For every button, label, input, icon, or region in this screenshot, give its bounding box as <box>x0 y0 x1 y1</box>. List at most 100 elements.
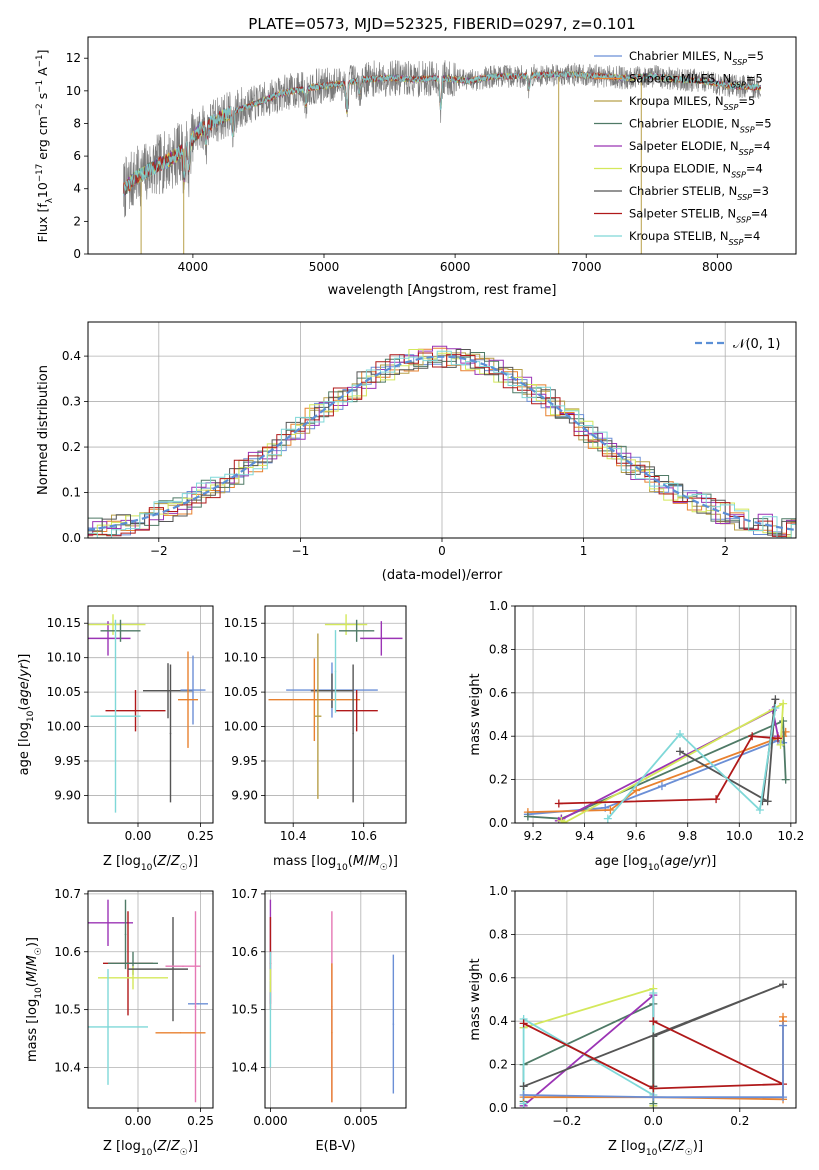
y-tick-label: 10.00 <box>224 720 258 734</box>
legend-label: Salpeter ELODIE, NSSP=4 <box>629 139 770 157</box>
weight-marker <box>519 1082 528 1091</box>
weight-series-line <box>560 702 785 823</box>
axes-frame <box>87 36 797 255</box>
plot-area <box>122 60 762 254</box>
x-tick-label: 4000 <box>178 260 209 274</box>
x-tick-label: 5000 <box>309 260 340 274</box>
spectrum-panel: 4000 5000 6000 7000 8000 0 2 4 6 8 10 12 Chabrier MI… <box>35 36 797 298</box>
y-tick-label: 10.7 <box>54 887 81 901</box>
x-tick-label: 8000 <box>702 260 733 274</box>
weight-marker <box>771 695 780 704</box>
x-tick-label: 9.2 <box>523 829 542 843</box>
plot-area <box>269 899 395 1103</box>
data-point <box>313 698 316 701</box>
y-tick-label: 1.0 <box>489 599 508 613</box>
normal-curve <box>88 355 796 532</box>
weight-marker <box>606 805 615 814</box>
x-tick-label: −2 <box>150 544 168 558</box>
x-tick-label: 10.6 <box>350 829 377 843</box>
data-point <box>317 715 319 718</box>
mass-vs-metallicity-panel: 0.00 0.25 10.4 10.5 10.6 10.7 Z [log10(Z/Z☉)] m… <box>25 887 214 1158</box>
weight-marker <box>748 732 757 741</box>
weight-marker <box>649 1032 658 1041</box>
weight-marker <box>773 734 782 743</box>
y-tick-label: 10.05 <box>224 685 258 699</box>
y-tick-label: 0.3 <box>62 395 81 409</box>
y-tick-label: 0.4 <box>489 729 508 743</box>
y-axis-label: Flux [fλ10−17 erg cm−2 s−1 A−1] <box>35 50 55 243</box>
legend-label: Chabrier STELIB, NSSP=3 <box>629 184 769 202</box>
data-point <box>112 623 114 626</box>
weight-marker <box>781 775 790 784</box>
weight-marker <box>779 699 788 708</box>
weight-marker <box>649 1084 658 1093</box>
y-tick-label: 0.2 <box>62 440 81 454</box>
age-vs-mass-panel: 10.4 10.6 9.90 9.95 10.00 10.05 10.10 10.15 mass… <box>224 605 407 873</box>
weight-marker <box>632 786 641 795</box>
x-tick-label: 9.8 <box>678 829 697 843</box>
weight-marker <box>771 703 780 712</box>
weight-marker <box>779 980 788 989</box>
y-tick-label: 10.00 <box>47 720 81 734</box>
data-point <box>172 968 174 970</box>
weight-marker <box>603 814 612 823</box>
weight-marker <box>649 988 658 997</box>
data-point <box>124 933 127 936</box>
y-axis-label: age [log10(age/yr)] <box>17 654 36 776</box>
y-tick-label: 0.6 <box>489 971 508 985</box>
weight-marker <box>675 730 684 739</box>
y-axis-label: Normed distribution <box>36 365 51 495</box>
legend-label: Kroupa ELODIE, NSSP=4 <box>629 162 763 180</box>
weight-marker <box>755 805 764 814</box>
weight-vs-metallicity-panel: −0.2 0.0 0.2 0.0 0.2 0.4 0.6 0.8 1.0 Z [log10(Z/Z… <box>468 884 797 1158</box>
x-axis-label: Z [log10(Z/Z☉)] <box>608 1139 703 1158</box>
y-tick-label: 10.15 <box>47 616 81 630</box>
y-tick-label: 10 <box>66 84 81 98</box>
y-tick-label: 0.4 <box>62 349 81 363</box>
data-point <box>157 968 159 970</box>
data-point <box>192 689 194 691</box>
y-tick-label: 0.6 <box>489 686 508 700</box>
plot-area <box>88 899 208 1103</box>
x-axis-label: mass [log10(M/M☉)] <box>273 854 398 873</box>
y-tick-label: 0.0 <box>489 816 508 830</box>
weight-series-line <box>607 707 777 820</box>
weight-marker <box>779 717 788 726</box>
x-axis-label: Z [log10(Z/Z☉)] <box>103 854 198 873</box>
data-point <box>197 1003 199 1005</box>
y-tick-label: 9.95 <box>54 754 81 768</box>
axes-frame <box>264 890 407 1109</box>
weight-marker <box>649 1017 658 1026</box>
data-point <box>114 715 117 718</box>
x-tick-label: −0.2 <box>552 1114 581 1128</box>
y-tick-label: 4 <box>73 182 81 196</box>
y-tick-label: 1.0 <box>489 884 508 898</box>
plot-area <box>523 695 790 823</box>
mass-vs-ebv-panel: 0.000 0.005 10.4 10.5 10.6 10.7 E(B-V) <box>231 887 407 1154</box>
data-point <box>134 709 137 712</box>
x-tick-label: 10.2 <box>777 829 804 843</box>
weight-marker <box>519 1090 528 1099</box>
y-tick-label: 6 <box>73 149 81 163</box>
x-tick-label: 10.0 <box>726 829 753 843</box>
x-tick-label: 0.0 <box>644 1114 663 1128</box>
y-tick-label: 10.15 <box>224 616 258 630</box>
weight-marker <box>519 1019 528 1028</box>
weight-marker <box>554 799 563 808</box>
y-tick-label: 10.05 <box>47 685 81 699</box>
data-point <box>179 1031 182 1034</box>
data-point <box>392 1023 395 1025</box>
weight-marker <box>712 795 721 804</box>
plot-area <box>88 614 206 813</box>
y-tick-label: 10.7 <box>231 887 258 901</box>
x-tick-label: −1 <box>292 544 310 558</box>
x-tick-label: 0.2 <box>730 1114 749 1128</box>
weight-series-line <box>527 719 787 820</box>
legend-label: Kroupa STELIB, NSSP=4 <box>629 229 760 247</box>
y-tick-label: 0.8 <box>489 642 508 656</box>
data-point <box>107 637 109 640</box>
y-tick-label: 0.0 <box>62 531 81 545</box>
weight-vs-age-panel: 9.2 9.4 9.6 9.8 10.0 10.2 0.0 0.2 0.4 0.6 0.8 1.0 ag… <box>468 599 804 873</box>
weight-marker <box>649 1093 658 1102</box>
